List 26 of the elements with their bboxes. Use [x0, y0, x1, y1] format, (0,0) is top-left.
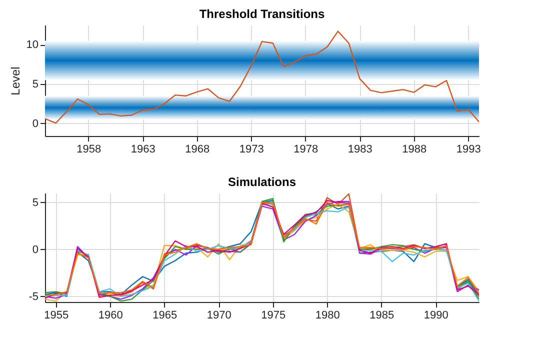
- y-tick-label: 0: [32, 118, 38, 130]
- chart-title: Threshold Transitions: [199, 7, 325, 21]
- chart-title: Simulations: [228, 175, 296, 189]
- x-tick-label: 1968: [185, 144, 210, 156]
- x-tick-label: 1990: [424, 310, 448, 322]
- y-tick-label: -5: [28, 290, 38, 303]
- x-tick-label: 1960: [98, 310, 123, 322]
- x-tick-label: 1993: [456, 144, 481, 156]
- x-tick-label: 1963: [130, 144, 156, 156]
- x-tick-label: 1978: [294, 144, 318, 156]
- y-axis-title: Level: [8, 66, 22, 96]
- y-tick-label: 10: [26, 39, 38, 52]
- y-tick-label: 5: [32, 196, 38, 209]
- y-tick-label: 0: [32, 244, 38, 256]
- x-tick-label: 1955: [44, 310, 69, 322]
- x-tick-label: 1980: [315, 310, 340, 322]
- x-tick-label: 1970: [206, 310, 232, 322]
- x-tick-label: 1975: [261, 310, 286, 322]
- x-tick-label: 1985: [370, 310, 394, 322]
- x-tick-label: 1973: [239, 144, 264, 156]
- x-tick-label: 1965: [152, 310, 178, 322]
- x-tick-label: 1988: [402, 144, 427, 156]
- x-tick-label: 1983: [348, 144, 372, 156]
- y-tick-label: 5: [32, 78, 38, 91]
- x-tick-label: 1958: [76, 144, 102, 156]
- line-series: [45, 30, 479, 124]
